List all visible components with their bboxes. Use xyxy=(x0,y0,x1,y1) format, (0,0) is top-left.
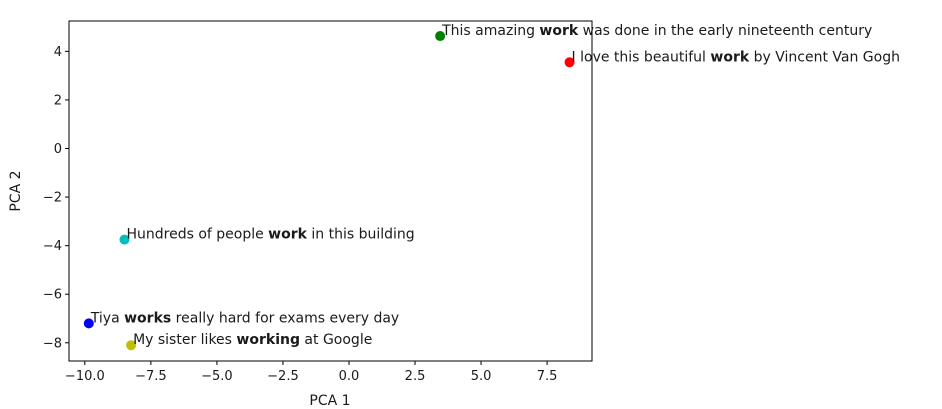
data-point xyxy=(126,340,137,351)
label-keyword: work xyxy=(710,49,749,65)
data-point xyxy=(435,31,446,42)
label-keyword: working xyxy=(236,332,300,348)
label-keyword: work xyxy=(539,23,578,39)
x-tick-label: 7.5 xyxy=(537,369,558,384)
label-text: by Vincent Van Gogh xyxy=(749,49,900,65)
label-text: Hundreds of people xyxy=(126,227,268,243)
x-tick-label: −2.5 xyxy=(267,369,299,384)
label-text: Tiya xyxy=(90,310,124,326)
y-tick-label: −8 xyxy=(43,336,62,351)
label-text: really hard for exams every day xyxy=(171,310,399,326)
y-tick-label: −4 xyxy=(43,239,62,254)
x-tick-label: 5.0 xyxy=(471,369,492,384)
point-labels: This amazing work was done in the early … xyxy=(90,23,900,348)
data-point xyxy=(564,57,575,68)
x-tick-label: −5.0 xyxy=(201,369,233,384)
point-label: My sister likes working at Google xyxy=(133,332,372,348)
x-axis-label: PCA 1 xyxy=(309,393,350,409)
point-label: Hundreds of people work in this building xyxy=(126,227,414,243)
y-axis-ticks: −8 −6 −4 −2 0 2 4 xyxy=(43,45,69,351)
point-label: Tiya works really hard for exams every d… xyxy=(90,310,399,326)
label-text: This amazing xyxy=(441,23,539,39)
x-tick-label: −7.5 xyxy=(135,369,167,384)
y-tick-label: 0 xyxy=(54,142,62,157)
label-text: I love this beautiful xyxy=(572,49,711,65)
data-point xyxy=(119,234,130,245)
label-text: at Google xyxy=(300,332,372,348)
label-keyword: work xyxy=(268,227,307,243)
x-axis-ticks: −10.0 −7.5 −5.0 −2.5 0.0 2.5 5.0 7.5 xyxy=(65,361,558,384)
y-tick-label: 4 xyxy=(54,45,62,60)
data-points xyxy=(83,31,575,351)
y-tick-label: 2 xyxy=(54,93,62,108)
label-keyword: works xyxy=(124,310,171,326)
y-axis-label: PCA 2 xyxy=(8,170,24,211)
x-tick-label: 0.0 xyxy=(339,369,360,384)
x-tick-label: −10.0 xyxy=(65,369,105,384)
y-tick-label: −2 xyxy=(43,191,62,206)
data-point xyxy=(83,318,94,329)
label-text: in this building xyxy=(307,227,415,243)
plot-frame xyxy=(68,20,593,362)
point-label: This amazing work was done in the early … xyxy=(441,23,872,39)
y-tick-label: −6 xyxy=(43,288,62,303)
label-text: was done in the early nineteenth century xyxy=(578,23,872,39)
x-tick-label: 2.5 xyxy=(405,369,426,384)
point-label: I love this beautiful work by Vincent Va… xyxy=(572,49,900,65)
label-text: My sister likes xyxy=(133,332,236,348)
